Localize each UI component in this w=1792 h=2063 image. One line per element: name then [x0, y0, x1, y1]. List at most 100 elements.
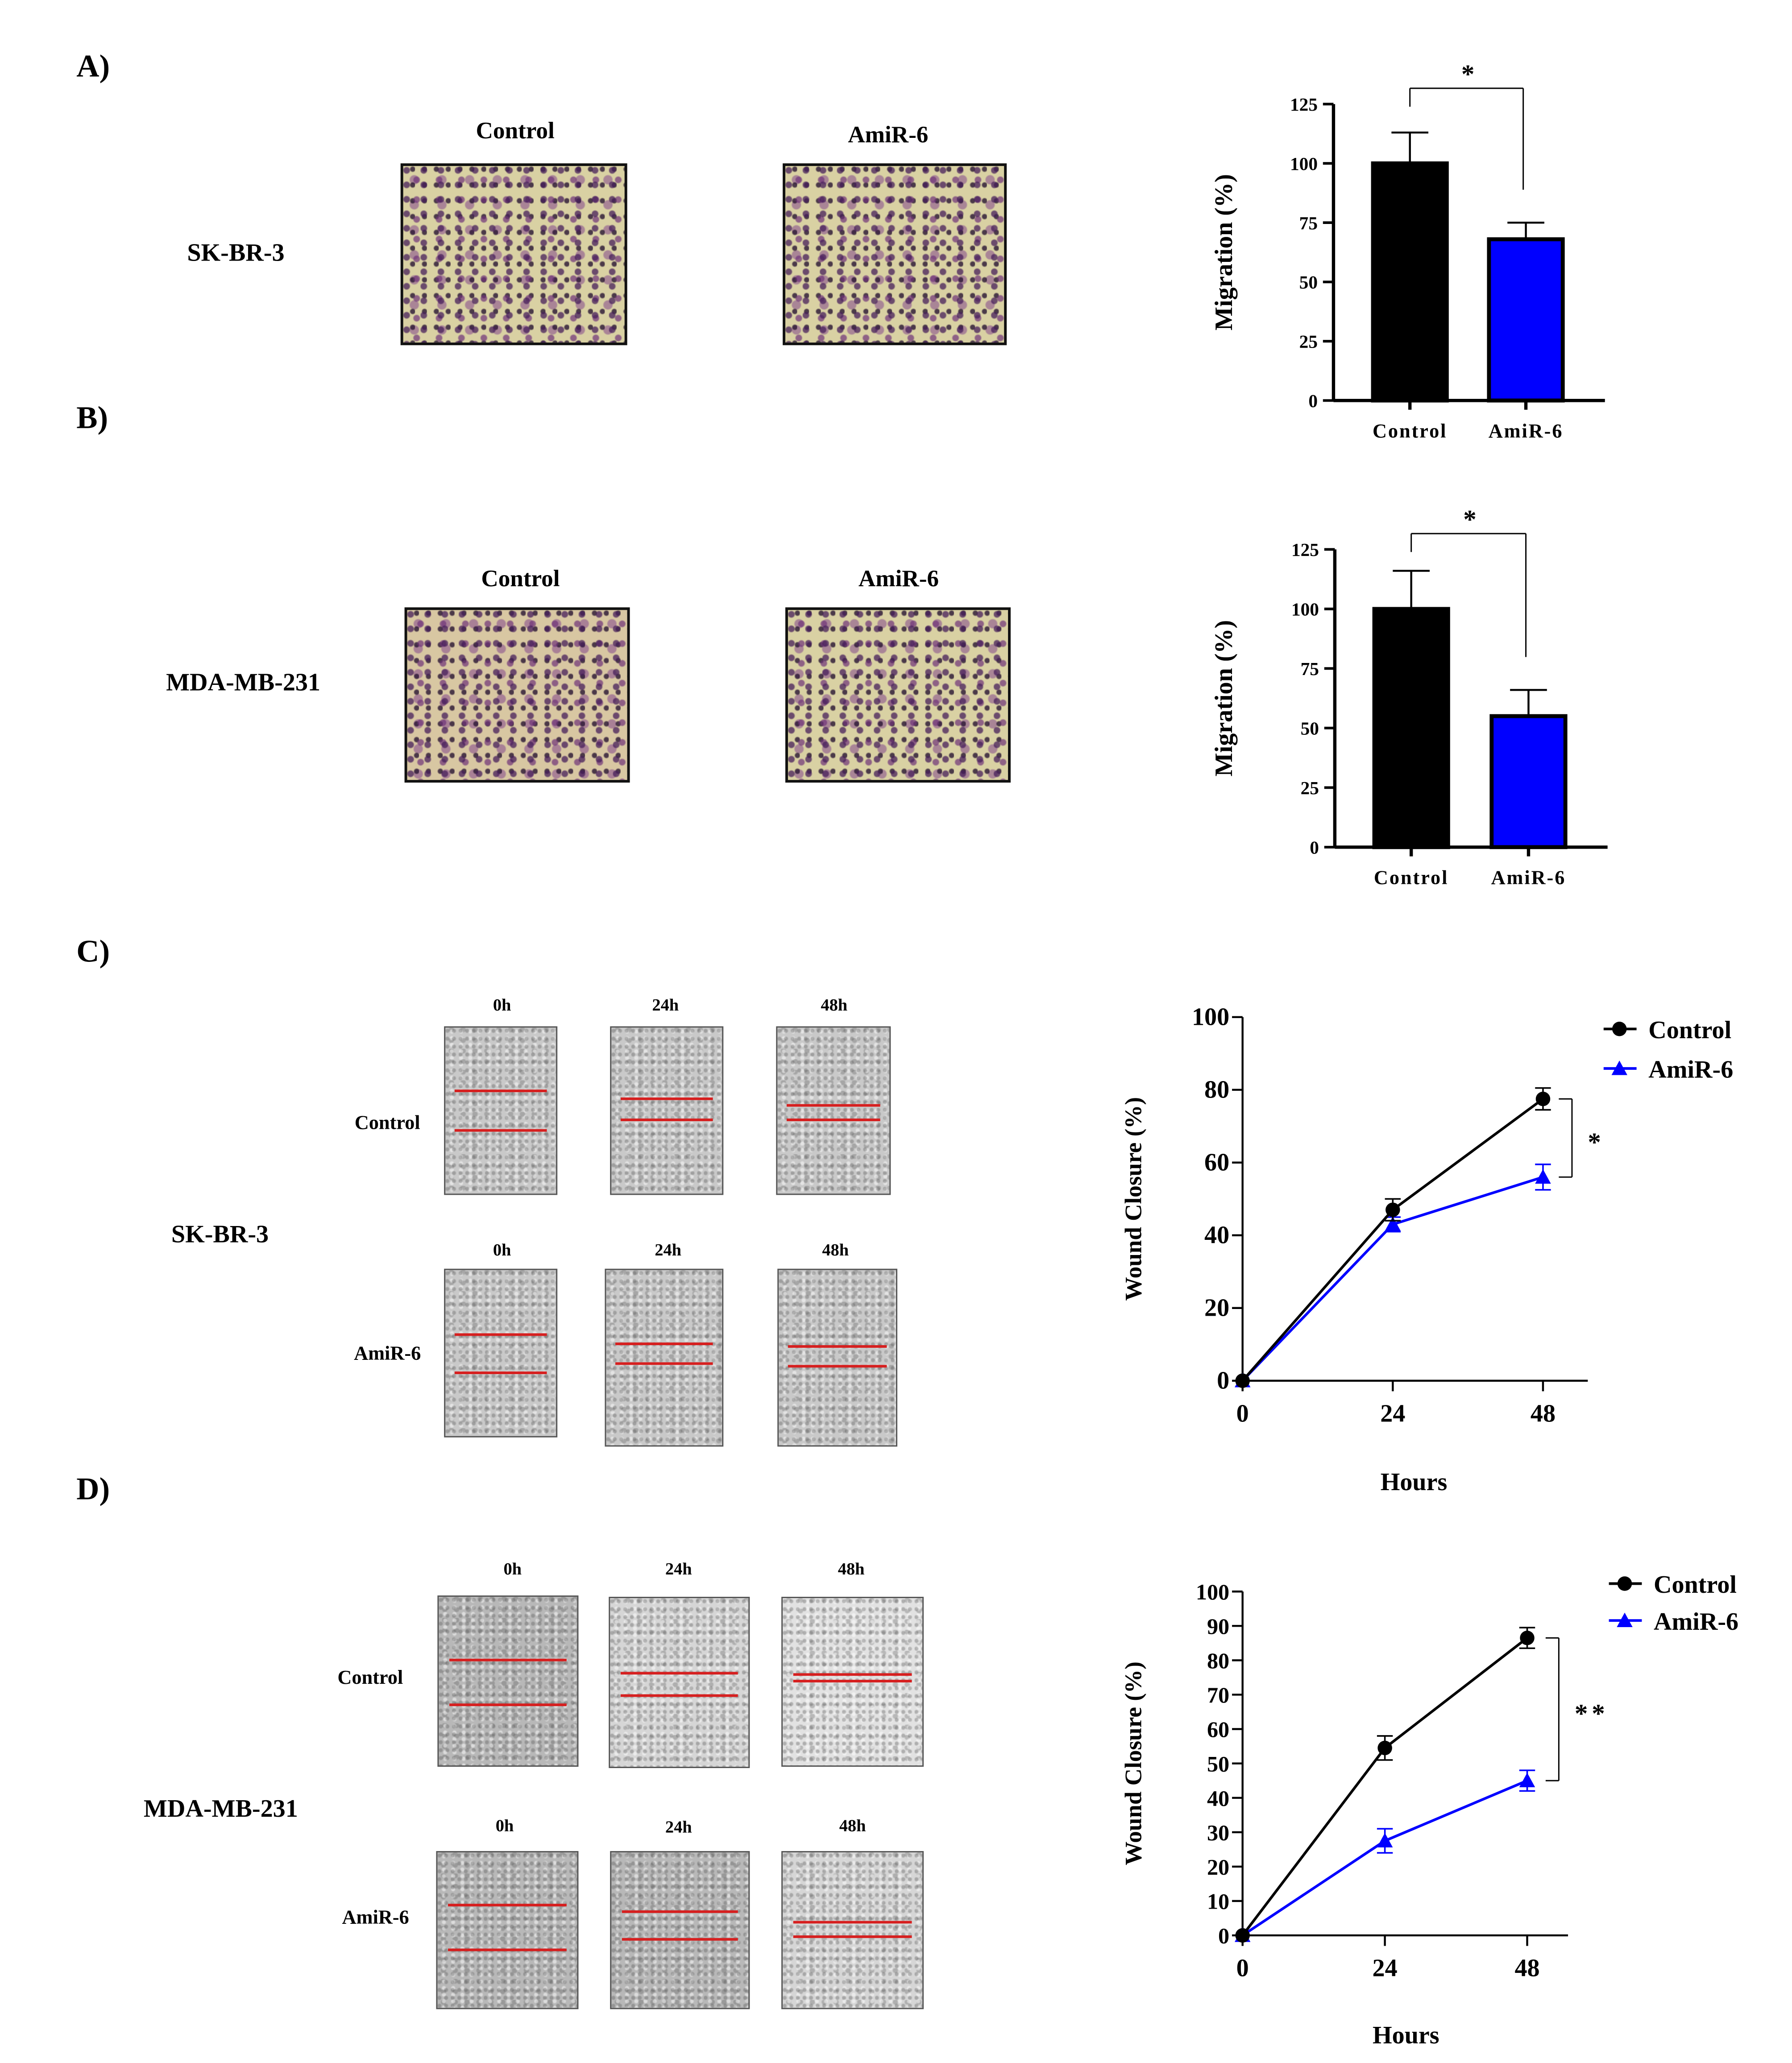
transwell-image-control-a — [400, 163, 627, 345]
time-label: 24h — [665, 1817, 692, 1837]
row-label-control-c: Control — [354, 1113, 420, 1135]
wound-image-amir-48h-c — [777, 1268, 897, 1447]
legend-label: AmiR-6 — [1654, 1608, 1738, 1636]
transwell-image-control-b — [404, 607, 630, 783]
y-tick-label: 100 — [1196, 1579, 1229, 1604]
panel-label-b: B) — [76, 402, 108, 436]
cell-line-a: SK-BR-3 — [187, 240, 285, 268]
y-tick-label: 75 — [1301, 659, 1319, 679]
amir-label-a: AmiR-6 — [848, 121, 929, 148]
x-axis-label: Hours — [1381, 1468, 1448, 1496]
transwell-image-amir-a — [783, 163, 1007, 345]
x-axis-label: Hours — [1373, 2022, 1439, 2049]
significance-marker: * — [1463, 505, 1477, 534]
time-label: 24h — [652, 994, 679, 1015]
data-point — [1535, 1169, 1551, 1184]
cell-line-c: SK-BR-3 — [171, 1221, 269, 1249]
y-tick-label: 70 — [1207, 1682, 1229, 1707]
wound-image-control-24h-c — [610, 1026, 724, 1195]
legend-marker — [1611, 1060, 1627, 1075]
time-label: 48h — [838, 1558, 865, 1578]
x-tick-label: 24 — [1380, 1400, 1405, 1427]
bar-chart-0: 0 25 50 75 100 125 Migration (%) Control AmiR-6 * — [1210, 59, 1605, 442]
bar-amir-6 — [1487, 237, 1565, 403]
x-tick-label: 0 — [1236, 1400, 1249, 1427]
wound-image-control-48h-c — [776, 1026, 891, 1195]
y-tick-label: 50 — [1301, 718, 1319, 739]
time-label: 48h — [839, 1815, 866, 1835]
cell-line-b: MDA-MB-231 — [166, 669, 320, 697]
wound-image-amir-0h-c — [444, 1268, 558, 1437]
x-tick-label: AmiR-6 — [1489, 420, 1564, 442]
row-label-amir-c: AmiR-6 — [354, 1344, 421, 1365]
y-tick-label: 25 — [1301, 778, 1319, 798]
bar-control — [1371, 161, 1449, 403]
data-point — [1235, 1928, 1250, 1943]
time-label: 0h — [503, 1558, 522, 1578]
wound-image-amir-24h-d — [610, 1851, 750, 2009]
significance-marker: * — [1588, 1127, 1605, 1157]
y-tick-label: 30 — [1207, 1820, 1229, 1845]
y-tick-label: 125 — [1290, 94, 1318, 115]
wound-image-amir-0h-d — [436, 1851, 579, 2009]
series-line-control — [1241, 1098, 1544, 1382]
time-label: 24h — [665, 1558, 692, 1578]
control-label-a: Control — [476, 117, 555, 144]
x-tick-label: 48 — [1514, 1955, 1539, 1982]
panel-label-d: D) — [76, 1473, 110, 1508]
x-tick-label: 0 — [1236, 1955, 1249, 1982]
wound-image-control-0h-d — [437, 1595, 579, 1767]
wound-image-control-48h-d — [781, 1597, 924, 1767]
x-tick-label: Control — [1373, 420, 1447, 442]
data-point — [1377, 1833, 1393, 1848]
y-axis-label: Wound Closure (%) — [1120, 1661, 1146, 1865]
x-tick-label: 24 — [1373, 1955, 1398, 1982]
legend-label: AmiR-6 — [1648, 1056, 1733, 1084]
y-tick-label: 0 — [1218, 1923, 1229, 1948]
y-tick-label: 50 — [1207, 1751, 1229, 1776]
y-axis-label: Migration (%) — [1210, 174, 1238, 331]
time-label: 0h — [493, 1239, 511, 1260]
data-point — [1377, 1740, 1392, 1756]
y-tick-label: 100 — [1291, 599, 1319, 620]
transwell-image-amir-b — [785, 607, 1011, 783]
legend-marker — [1617, 1612, 1633, 1627]
x-tick-label: Control — [1374, 866, 1448, 888]
y-tick-label: 100 — [1192, 1003, 1229, 1031]
data-point — [1385, 1202, 1400, 1217]
time-label: 48h — [821, 994, 848, 1015]
y-tick-label: 60 — [1204, 1148, 1229, 1176]
data-point — [1519, 1773, 1535, 1787]
y-tick-label: 80 — [1204, 1076, 1229, 1103]
y-axis-label: Migration (%) — [1210, 620, 1238, 777]
bar-amir-6 — [1489, 714, 1568, 849]
data-point — [1385, 1216, 1401, 1231]
legend-label: Control — [1654, 1571, 1737, 1599]
line-chart-3: 0 10 20 30 40 50 60 70 80 90 100 0 24 48 Wound Closure… — [1120, 1571, 1738, 2049]
y-tick-label: 0 — [1217, 1367, 1229, 1394]
wound-image-amir-24h-c — [605, 1268, 724, 1447]
significance-marker: * — [1461, 59, 1475, 89]
y-tick-label: 75 — [1299, 213, 1318, 233]
series-line-control — [1241, 1636, 1528, 1936]
control-label-b: Control — [481, 565, 560, 592]
panel-label-a: A) — [76, 50, 110, 84]
x-tick-label: 48 — [1531, 1400, 1556, 1427]
line-chart-2: 0 20 40 60 80 100 0 24 48 Wound Closure (%) Hours A… — [1120, 1003, 1733, 1495]
y-axis-label: Wound Closure (%) — [1120, 1097, 1146, 1301]
time-label: 24h — [655, 1239, 682, 1260]
data-point — [1235, 1373, 1250, 1388]
wound-image-control-0h-c — [444, 1026, 558, 1195]
data-point — [1520, 1631, 1535, 1645]
bar-chart-1: 0 25 50 75 100 125 Migration (%) Control AmiR-6 * — [1210, 505, 1608, 888]
y-tick-label: 10 — [1207, 1889, 1229, 1914]
row-label-control-d: Control — [337, 1668, 403, 1689]
cell-line-d: MDA-MB-231 — [143, 1795, 298, 1823]
y-tick-label: 25 — [1299, 331, 1318, 352]
y-tick-label: 90 — [1207, 1614, 1229, 1639]
bar-control — [1372, 607, 1450, 849]
y-tick-label: 50 — [1299, 272, 1318, 293]
row-label-amir-d: AmiR-6 — [342, 1907, 409, 1929]
amir-label-b: AmiR-6 — [858, 565, 939, 592]
